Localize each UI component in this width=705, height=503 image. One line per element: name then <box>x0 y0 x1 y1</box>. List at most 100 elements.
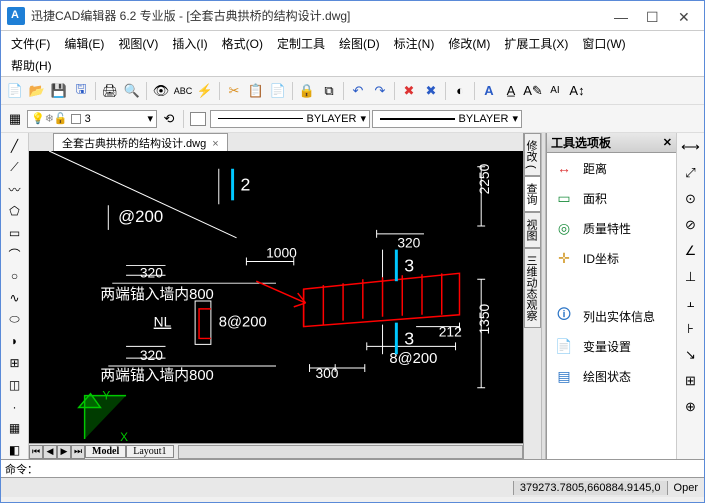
next-tab-button[interactable]: ▶ <box>57 445 71 459</box>
side-tab-modify[interactable]: 修改 ( <box>524 133 541 176</box>
titlebar: 迅捷CAD编辑器 6.2 专业版 - [全套古典拱桥的结构设计.dwg] — ☐… <box>1 1 704 31</box>
dim-continue-button[interactable]: ⊦ <box>681 319 701 339</box>
h-scrollbar[interactable] <box>178 445 523 459</box>
menu-ext[interactable]: 扩展工具(X) <box>498 33 574 54</box>
menu-insert[interactable]: 插入(I) <box>166 33 213 54</box>
quick-button[interactable]: ⚡ <box>195 81 215 101</box>
menu-custom[interactable]: 定制工具 <box>271 33 331 54</box>
palette-item-3[interactable]: ✛ID坐标 <box>547 243 676 273</box>
doc-tab[interactable]: 全套古典拱桥的结构设计.dwg× <box>53 133 228 152</box>
layer-combo[interactable]: 💡❄🔓 3 ▾ <box>27 110 157 128</box>
new-button[interactable]: 📄 <box>5 81 25 101</box>
point-tool[interactable]: · <box>6 398 24 416</box>
svg-text:1000: 1000 <box>266 245 297 261</box>
linetype-combo[interactable]: BYLAYER ▾ <box>210 110 370 128</box>
spline-tool[interactable]: ∿ <box>6 289 24 307</box>
paste-button[interactable]: 📄 <box>268 81 288 101</box>
text-edit-button[interactable]: A✎ <box>523 81 543 101</box>
menu-edit[interactable]: 编辑(E) <box>58 33 110 54</box>
text-a-button[interactable]: A <box>479 81 499 101</box>
menu-draw[interactable]: 绘图(D) <box>333 33 386 54</box>
command-line[interactable]: 命令： <box>1 459 704 477</box>
pline-tool[interactable]: 〰 <box>6 180 24 198</box>
saveall-button[interactable]: 🖫 <box>71 81 91 101</box>
palette-item-6[interactable]: ▤绘图状态 <box>547 361 676 391</box>
text-more-button[interactable]: A↕ <box>567 81 587 101</box>
svg-text:320: 320 <box>140 347 163 363</box>
undo-button[interactable]: ↶ <box>348 81 368 101</box>
menu-modify[interactable]: 修改(M) <box>442 33 496 54</box>
ellipse-tool[interactable]: ⬭ <box>6 311 24 329</box>
menu-dim[interactable]: 标注(N) <box>388 33 441 54</box>
props-button[interactable]: ⧉ <box>319 81 339 101</box>
cut-button[interactable]: ✂ <box>224 81 244 101</box>
dim-center-button[interactable]: ⊕ <box>681 397 701 417</box>
polygon-tool[interactable]: ⬠ <box>6 202 24 220</box>
prev-tab-button[interactable]: ◀ <box>43 445 57 459</box>
palette-item-0[interactable]: ↔距离 <box>547 153 676 183</box>
last-tab-button[interactable]: ⏭ <box>71 445 85 459</box>
erase-red-button[interactable]: ✖ <box>399 81 419 101</box>
side-tab-query[interactable]: 查询 <box>524 176 541 212</box>
dim-radius-button[interactable]: ⊙ <box>681 189 701 209</box>
save-button[interactable]: 💾 <box>49 81 69 101</box>
lineweight-combo[interactable]: BYLAYER ▾ <box>372 110 522 128</box>
text-height-button[interactable]: AI <box>545 81 565 101</box>
ellipsearc-tool[interactable]: ◗ <box>6 333 24 351</box>
arc-tool[interactable]: ⌒ <box>6 246 24 264</box>
tab-close-icon[interactable]: × <box>212 138 218 150</box>
dim-aligned-button[interactable]: ⤢ <box>681 163 701 183</box>
find-button[interactable]: 👁 <box>151 81 171 101</box>
palette-close-icon[interactable]: ✕ <box>663 136 672 149</box>
palette-item-1[interactable]: ▭面积 <box>547 183 676 213</box>
dim-angular-button[interactable]: ∠ <box>681 241 701 261</box>
menu-view[interactable]: 视图(V) <box>112 33 164 54</box>
render-button[interactable]: ◐ <box>450 81 470 101</box>
menu-window[interactable]: 窗口(W) <box>576 33 631 54</box>
dim-leader-button[interactable]: ↘ <box>681 345 701 365</box>
side-tab-view[interactable]: 视图 <box>524 212 541 248</box>
window-title: 迅捷CAD编辑器 6.2 专业版 - [全套古典拱桥的结构设计.dwg] <box>31 7 614 24</box>
close-button[interactable]: ✕ <box>678 9 692 23</box>
model-tab[interactable]: Model <box>85 445 126 458</box>
insert-tool[interactable]: ⊞ <box>6 354 24 372</box>
menu-format[interactable]: 格式(O) <box>216 33 269 54</box>
layer-mgr-button[interactable]: ▦ <box>5 109 25 129</box>
line-tool[interactable]: ╱ <box>6 137 24 155</box>
minimize-button[interactable]: — <box>614 9 628 23</box>
dim-linear-button[interactable]: ⟷ <box>681 137 701 157</box>
redo-button[interactable]: ↷ <box>370 81 390 101</box>
circle-tool[interactable]: ○ <box>6 267 24 285</box>
canvas[interactable]: @200320两端锚入墙内800NL8@200320两端锚入墙内80010003… <box>29 151 523 443</box>
layer-prev-button[interactable]: ⟲ <box>159 109 179 129</box>
palette-header: 工具选项板 ✕ <box>547 133 676 153</box>
maximize-button[interactable]: ☐ <box>646 9 660 23</box>
copy-button[interactable]: 📋 <box>246 81 266 101</box>
dim-baseline-button[interactable]: ⫠ <box>681 293 701 313</box>
svg-text:1350: 1350 <box>476 303 492 334</box>
hatch-tool[interactable]: ▦ <box>6 420 24 438</box>
menu-file[interactable]: 文件(F) <box>5 33 56 54</box>
palette-item-5[interactable]: 📄变量设置 <box>547 331 676 361</box>
dim-diameter-button[interactable]: ⊘ <box>681 215 701 235</box>
dim-ordinate-button[interactable]: ⊥ <box>681 267 701 287</box>
region-tool[interactable]: ◧ <box>6 441 24 459</box>
side-tab-orbit[interactable]: 三维动态观察 <box>524 248 541 328</box>
first-tab-button[interactable]: ⏮ <box>29 445 43 459</box>
open-button[interactable]: 📂 <box>27 81 47 101</box>
block-tool[interactable]: ◫ <box>6 376 24 394</box>
palette-item-2[interactable]: ◎质量特性 <box>547 213 676 243</box>
erase-blue-button[interactable]: ✖ <box>421 81 441 101</box>
color-button[interactable] <box>188 109 208 129</box>
preview-button[interactable]: 🔍 <box>122 81 142 101</box>
text-style-button[interactable]: A̲ <box>501 81 521 101</box>
lock-button[interactable]: 🔒 <box>297 81 317 101</box>
menu-help[interactable]: 帮助(H) <box>5 55 58 76</box>
xline-tool[interactable]: ⟋ <box>6 159 24 177</box>
layout1-tab[interactable]: Layout1 <box>126 445 173 458</box>
spell-button[interactable]: ABC <box>173 81 193 101</box>
print-button[interactable]: 🖨 <box>100 81 120 101</box>
palette-item-4[interactable]: 🛈列出实体信息 <box>547 301 676 331</box>
dim-tolerance-button[interactable]: ⊞ <box>681 371 701 391</box>
rect-tool[interactable]: ▭ <box>6 224 24 242</box>
